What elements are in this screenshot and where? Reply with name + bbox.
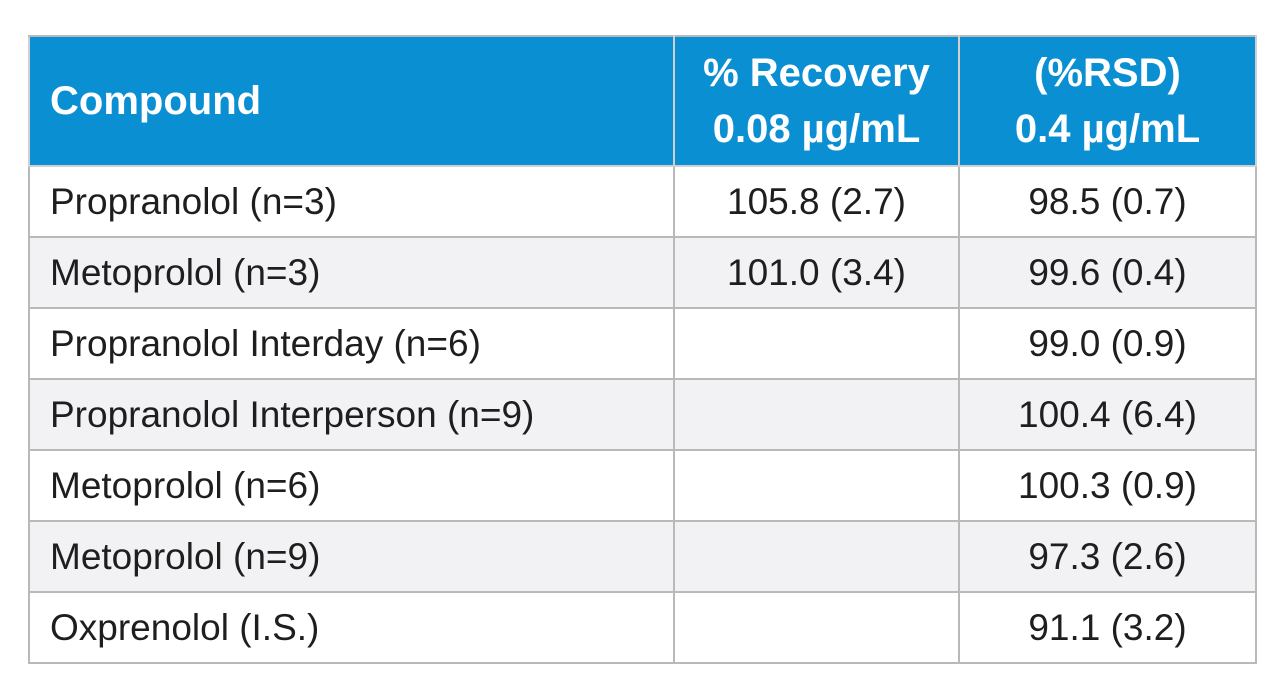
recovery-008-cell [673, 307, 960, 380]
recovery-008-cell [673, 378, 960, 451]
compound-cell: Propranolol Interday (n=6) [28, 307, 675, 380]
table-row: Metoprolol (n=6) 100.3 (0.9) [28, 449, 1257, 522]
header-recovery: % Recovery 0.08 µg/mL [673, 35, 960, 167]
recovery-04-cell: 91.1 (3.2) [958, 591, 1257, 664]
recovery-04-cell: 100.4 (6.4) [958, 378, 1257, 451]
table-body: Propranolol (n=3) 105.8 (2.7) 98.5 (0.7)… [28, 165, 1257, 664]
recovery-008-cell [673, 449, 960, 522]
compound-cell: Metoprolol (n=9) [28, 520, 675, 593]
compound-cell: Propranolol Interperson (n=9) [28, 378, 675, 451]
recovery-04-cell: 100.3 (0.9) [958, 449, 1257, 522]
table-row: Oxprenolol (I.S.) 91.1 (3.2) [28, 591, 1257, 664]
table-row: Metoprolol (n=9) 97.3 (2.6) [28, 520, 1257, 593]
recovery-008-cell: 101.0 (3.4) [673, 236, 960, 309]
header-rsd-conc: 0.4 µg/mL [1014, 107, 1201, 151]
header-recovery-title: % Recovery [703, 51, 930, 95]
header-rsd: (%RSD) 0.4 µg/mL [958, 35, 1257, 167]
header-row: Compound % Recovery 0.08 µg/mL (%RSD) 0.… [28, 35, 1257, 167]
compound-cell: Metoprolol (n=3) [28, 236, 675, 309]
compound-cell: Oxprenolol (I.S.) [28, 591, 675, 664]
recovery-04-cell: 99.0 (0.9) [958, 307, 1257, 380]
recovery-04-cell: 97.3 (2.6) [958, 520, 1257, 593]
table-row: Propranolol Interperson (n=9) 100.4 (6.4… [28, 378, 1257, 451]
header-rsd-title: (%RSD) [1034, 51, 1181, 95]
recovery-table: Compound % Recovery 0.08 µg/mL (%RSD) 0.… [28, 35, 1257, 664]
recovery-04-cell: 99.6 (0.4) [958, 236, 1257, 309]
header-compound: Compound [28, 35, 675, 167]
recovery-04-cell: 98.5 (0.7) [958, 165, 1257, 238]
table-row: Propranolol (n=3) 105.8 (2.7) 98.5 (0.7) [28, 165, 1257, 238]
header-recovery-conc: 0.08 µg/mL [712, 107, 921, 151]
table-row: Propranolol Interday (n=6) 99.0 (0.9) [28, 307, 1257, 380]
table-header: Compound % Recovery 0.08 µg/mL (%RSD) 0.… [28, 35, 1257, 167]
recovery-008-cell [673, 591, 960, 664]
recovery-008-cell: 105.8 (2.7) [673, 165, 960, 238]
compound-cell: Metoprolol (n=6) [28, 449, 675, 522]
table-row: Metoprolol (n=3) 101.0 (3.4) 99.6 (0.4) [28, 236, 1257, 309]
compound-cell: Propranolol (n=3) [28, 165, 675, 238]
recovery-008-cell [673, 520, 960, 593]
